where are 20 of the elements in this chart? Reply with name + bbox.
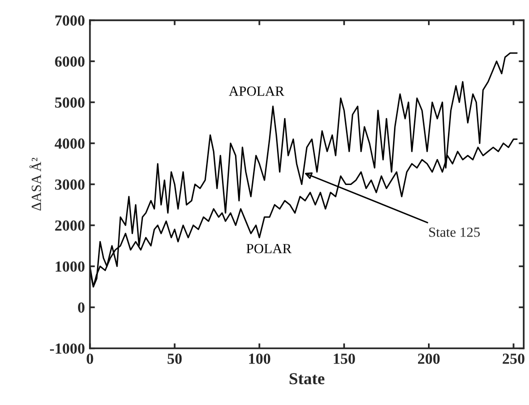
y-axis-title: ΔASA Å² bbox=[29, 158, 42, 211]
y-tick-label: 3000 bbox=[55, 179, 84, 190]
y-tick-label: 5000 bbox=[55, 97, 84, 108]
y-tick-label: -1000 bbox=[50, 343, 84, 354]
y-tick-label: 6000 bbox=[55, 56, 84, 67]
series-label: APOLAR bbox=[228, 86, 284, 96]
series-label: POLAR bbox=[246, 244, 292, 254]
x-tick-label: 250 bbox=[502, 354, 524, 364]
y-tick-label: 2000 bbox=[55, 220, 84, 231]
x-tick-label: 200 bbox=[418, 354, 440, 364]
annotation: State 125 bbox=[429, 228, 480, 237]
y-tick-label: 7000 bbox=[55, 15, 84, 26]
x-tick-label: 50 bbox=[168, 354, 182, 364]
x-tick-label: 150 bbox=[334, 354, 355, 364]
y-tick-label: 4000 bbox=[54, 138, 84, 149]
y-tick-label: 0 bbox=[78, 302, 84, 313]
y-tick-label: 1000 bbox=[56, 261, 84, 272]
x-tick-label: 100 bbox=[249, 354, 270, 364]
x-tick-label: 0 bbox=[86, 354, 94, 364]
x-axis-title: State bbox=[290, 373, 324, 384]
